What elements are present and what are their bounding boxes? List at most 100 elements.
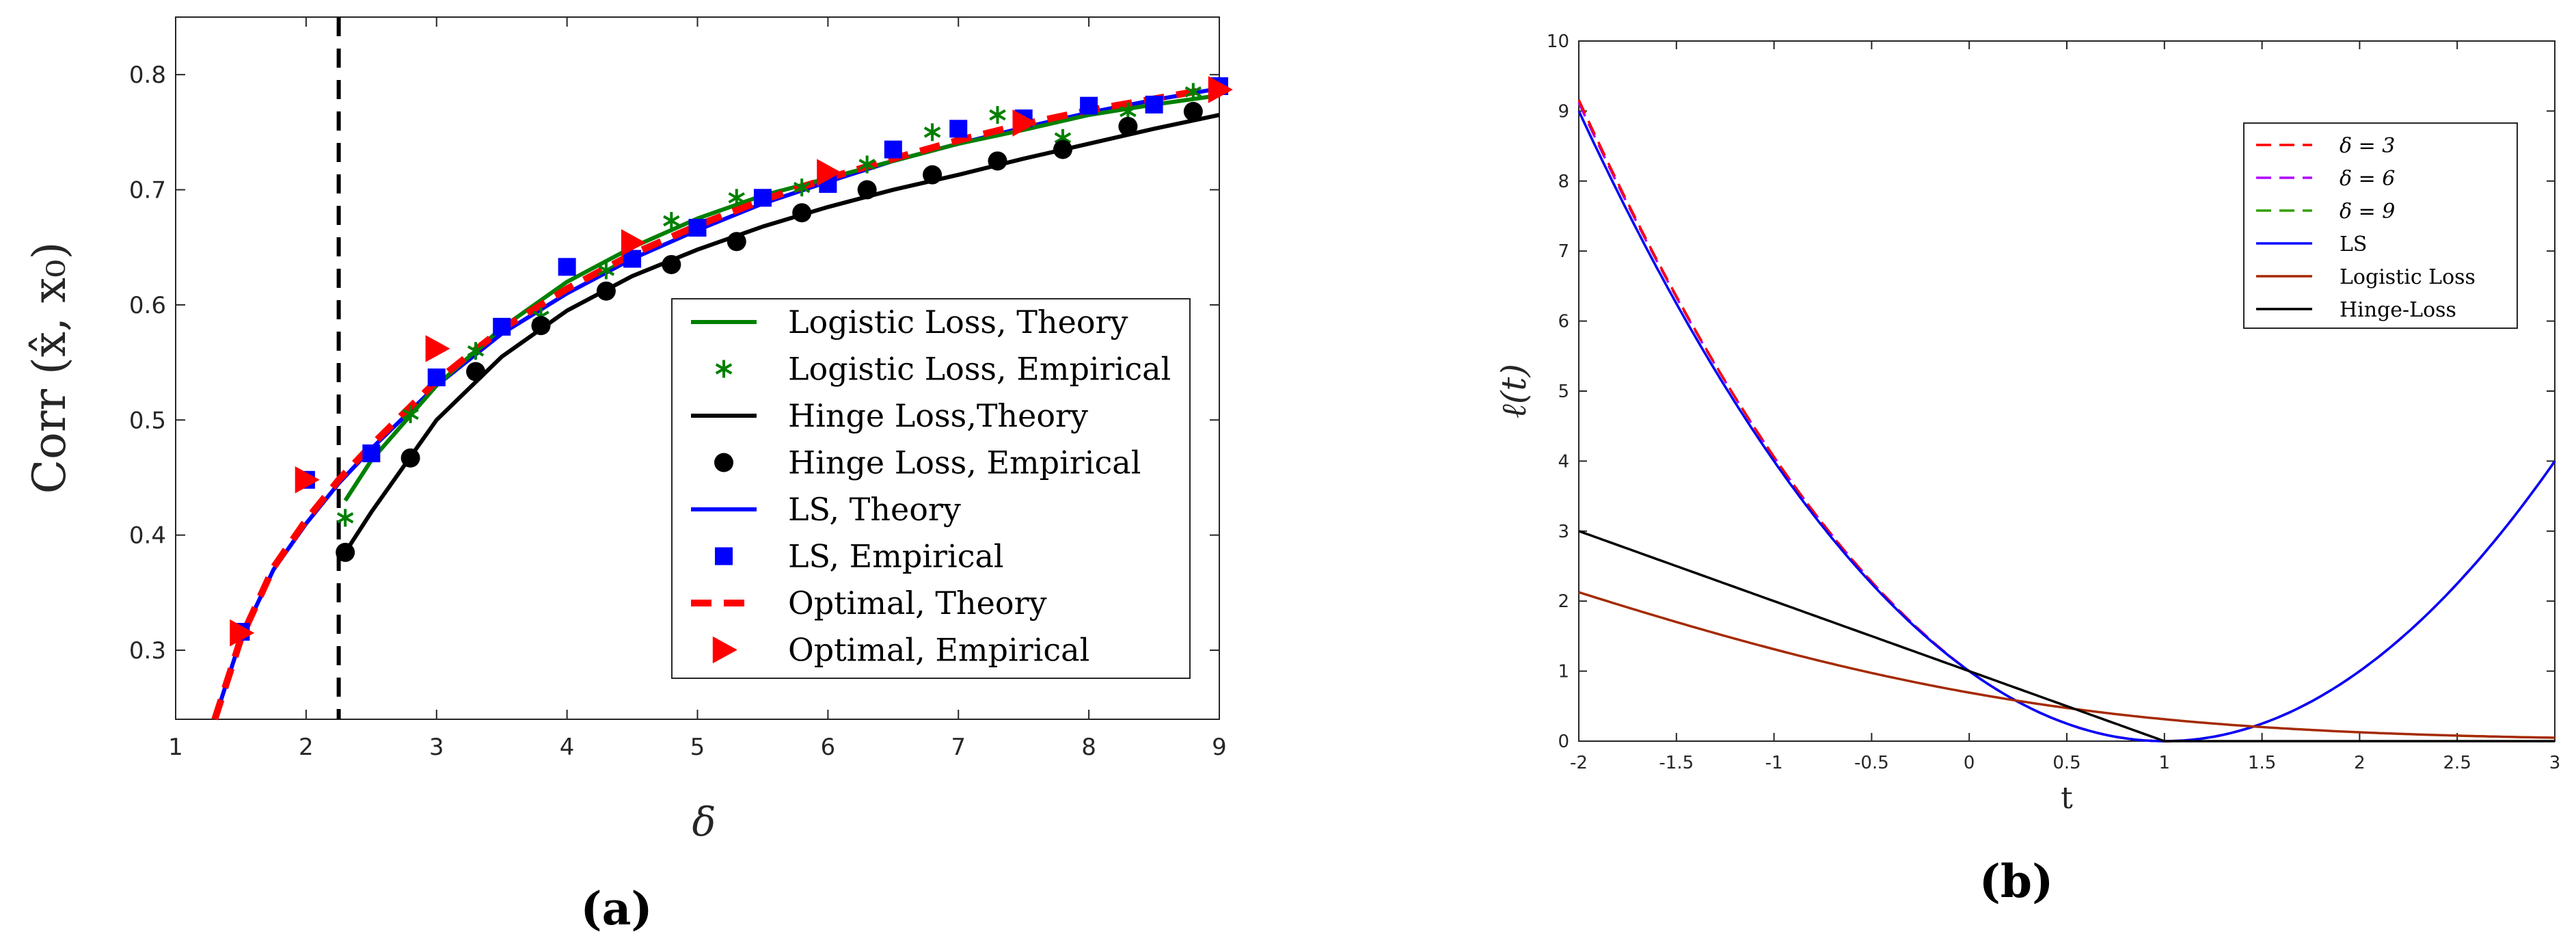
point-logistic-loss-empirical: [728, 189, 746, 207]
plot-b-legend: δ = 3 δ = 6 δ = 9 LS Logistic Loss Hinge-Loss: [2243, 122, 2518, 329]
point-logistic-loss-empirical: [597, 261, 615, 280]
point-hinge-loss-empirical: [727, 232, 746, 252]
legend-item-hinge-loss: Hinge-Loss: [2256, 298, 2456, 322]
point-hinge-loss-empirical: [662, 254, 681, 274]
point-logistic-loss-empirical: [467, 342, 485, 360]
legend-item-optimal-empirical: Optimal, Empirical: [712, 632, 1089, 669]
point-ls-empirical: [558, 258, 576, 276]
legend-label: Logistic Loss, Theory: [788, 304, 1128, 340]
x-tick-label: -2: [1570, 753, 1588, 773]
point-ls-empirical: [362, 444, 381, 463]
legend-marker: [714, 453, 733, 472]
x-tick-label: 9: [1212, 734, 1227, 761]
point-hinge-loss-empirical: [1118, 116, 1138, 136]
x-tick-label: -0.5: [1854, 753, 1889, 773]
point-ls-empirical: [688, 219, 707, 237]
point-ls-empirical: [949, 120, 968, 138]
plot-a-ticks: 1 2 3 4 5 6 7 8 9 0.3 0.4 0.5 0.6 0.7 0.8: [129, 17, 1227, 761]
point-hinge-loss-empirical: [466, 362, 486, 382]
x-tick-label: -1: [1765, 753, 1783, 773]
plot-a-caption: (a): [580, 882, 652, 935]
y-tick-label: 10: [1547, 31, 1569, 52]
plot-a-ylabel: Corr (x̂, x₀): [23, 242, 76, 494]
y-tick-label: 9: [1558, 101, 1569, 122]
plot-a-legend: Logistic Loss, Theory Logistic Loss, Empi…: [671, 298, 1191, 679]
point-hinge-loss-empirical: [531, 316, 551, 336]
y-tick-label: 6: [1558, 312, 1569, 332]
point-logistic-loss-empirical: [1184, 83, 1202, 101]
legend-label: Logistic Loss, Empirical: [788, 351, 1171, 388]
point-logistic-loss-empirical: [858, 155, 876, 174]
point-ls-empirical: [753, 189, 772, 207]
plot-b-series: [1577, 99, 2556, 743]
x-tick-label: 2: [2354, 753, 2365, 773]
legend-marker: [715, 360, 733, 378]
legend-item-9: δ = 9: [2256, 200, 2395, 224]
legend-item-ls: LS: [2256, 232, 2367, 256]
y-tick-label: 0.4: [129, 522, 166, 550]
legend-label: Optimal, Theory: [788, 585, 1047, 621]
panel-b: -2 -1.5 -1 -0.5 0 0.5 1 1.5 2 2.5 3 0 1 2 3 4 5 6 7 8 9 10 δ …: [1494, 31, 2560, 908]
legend-label: LS, Theory: [788, 491, 961, 528]
legend-label: δ = 9: [2340, 200, 2395, 224]
legend-label: δ = 3: [2340, 134, 2395, 158]
point-logistic-loss-empirical: [663, 211, 680, 230]
point-optimal-empirical: [1208, 76, 1233, 103]
legend-item-optimal-theory: Optimal, Theory: [691, 585, 1047, 621]
point-optimal-empirical: [621, 229, 646, 256]
legend-item-logistic-loss-theory: Logistic Loss, Theory: [691, 304, 1128, 340]
point-logistic-loss-empirical: [336, 509, 354, 527]
legend-label: Optimal, Empirical: [788, 632, 1089, 669]
legend-marker: [715, 547, 733, 565]
panel-a: 1 2 3 4 5 6 7 8 9 0.3 0.4 0.5 0.6 0.7 0.8 Logistic Los…: [23, 16, 1233, 935]
x-tick-label: 1: [168, 734, 183, 761]
point-logistic-loss-empirical: [402, 405, 419, 423]
x-tick-label: 8: [1081, 734, 1096, 761]
legend-label: LS: [2340, 232, 2367, 256]
y-tick-label: 4: [1558, 451, 1569, 472]
plot-a-series: [211, 17, 1233, 721]
legend-item-hinge-loss-theory: Hinge Loss,Theory: [691, 397, 1088, 434]
x-tick-label: 0: [1964, 753, 1975, 773]
y-tick-label: 8: [1558, 172, 1569, 192]
point-ls-empirical: [884, 140, 902, 159]
legend-item-logistic-loss-empirical: Logistic Loss, Empirical: [715, 351, 1171, 388]
y-tick-label: 0.3: [129, 637, 166, 665]
point-optimal-empirical: [1012, 109, 1038, 137]
point-ls-empirical: [427, 368, 446, 386]
point-hinge-loss-empirical: [1053, 139, 1072, 159]
point-hinge-loss-empirical: [596, 281, 616, 301]
series-hinge-loss-empirical: [336, 102, 1203, 562]
legend-item-ls-theory: LS, Theory: [691, 491, 961, 528]
legend-label: Hinge Loss, Empirical: [788, 444, 1141, 481]
series-ls: [1577, 110, 2556, 743]
series-logistic-loss: [1578, 591, 2555, 739]
point-hinge-loss-empirical: [336, 542, 355, 562]
y-tick-label: 0: [1558, 732, 1569, 752]
series-logistic-loss-empirical: [336, 83, 1202, 527]
x-tick-label: 1.5: [2248, 753, 2276, 773]
legend-label: Hinge-Loss: [2340, 298, 2456, 322]
point-hinge-loss-empirical: [401, 448, 420, 468]
point-logistic-loss-empirical: [923, 123, 941, 142]
point-optimal-empirical: [425, 335, 450, 362]
y-tick-label: 5: [1558, 382, 1569, 402]
legend-item-3: δ = 3: [2256, 134, 2395, 158]
x-tick-label: 1: [2159, 753, 2171, 773]
point-optimal-empirical: [817, 159, 842, 187]
series-hinge-loss: [1578, 530, 2555, 743]
point-hinge-loss-empirical: [792, 203, 812, 223]
point-ls-empirical: [1080, 96, 1098, 115]
legend-label: Hinge Loss,Theory: [788, 397, 1088, 434]
point-hinge-loss-empirical: [857, 180, 877, 200]
x-tick-label: -1.5: [1659, 753, 1694, 773]
legend-box: [2243, 122, 2518, 329]
y-tick-label: 1: [1558, 662, 1569, 682]
y-tick-label: 2: [1558, 591, 1569, 612]
x-tick-label: 0.5: [2052, 753, 2080, 773]
x-tick-label: 2.5: [2443, 753, 2471, 773]
y-tick-label: 0.6: [129, 292, 166, 319]
point-optimal-empirical: [230, 619, 255, 647]
legend-box: [671, 298, 1191, 679]
